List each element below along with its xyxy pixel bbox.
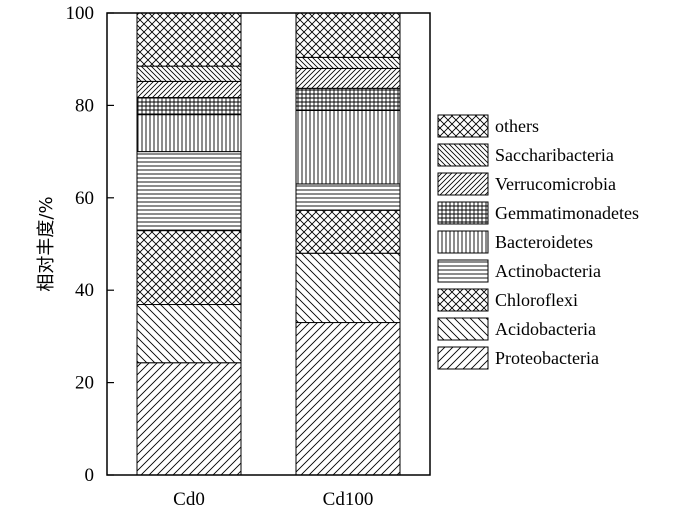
bar-segment-pattern-cd100-gemmatimonadetes xyxy=(295,87,401,111)
axes-layer: 0 20 40 60 80 100 Cd0 Cd100 xyxy=(66,3,374,510)
bar-segment-pattern-cd0-chloroflexi xyxy=(136,230,242,306)
bar-segment-pattern-cd0-others xyxy=(136,12,242,67)
bar-segment-pattern-cd0-acidobacteria xyxy=(136,304,242,364)
legend-swatch-saccharibacteria xyxy=(437,143,489,167)
legend-label-actinobacteria: Actinobacteria xyxy=(495,261,601,281)
bar-segment-pattern-cd0-proteobacteria xyxy=(136,362,242,476)
legend-label-saccharibacteria: Saccharibacteria xyxy=(495,145,614,165)
y-axis-label: 相对丰度/% xyxy=(36,196,57,291)
legend-label-acidobacteria: Acidobacteria xyxy=(495,319,596,339)
legend-swatch-others xyxy=(437,114,489,138)
bar-segment-pattern-cd100-saccharibacteria xyxy=(295,56,401,69)
legend-swatch-chloroflexi xyxy=(437,288,489,312)
legend-swatch-actinobacteria xyxy=(437,259,489,283)
bar-segment-pattern-cd100-acidobacteria xyxy=(295,252,401,324)
x-tick-label-cd0: Cd0 xyxy=(173,489,205,510)
legend-swatch-proteobacteria xyxy=(437,346,489,370)
legend-swatch-gemmatimonadetes xyxy=(437,201,489,225)
y-tick-label: 0 xyxy=(85,465,95,486)
legend-swatch-verrucomicrobia xyxy=(437,172,489,196)
legend-label-verrucomicrobia: Verrucomicrobia xyxy=(495,174,616,194)
bar-segment-pattern-cd100-verrucomicrobia xyxy=(295,67,401,89)
bar-segment-pattern-cd0-actinobacteria xyxy=(136,151,242,232)
legend-swatch-bacteroidetes xyxy=(437,230,489,254)
y-tick-label: 60 xyxy=(75,188,94,209)
bars-layer xyxy=(136,12,401,476)
legend-label-proteobacteria: Proteobacteria xyxy=(495,348,599,368)
bar-segment-pattern-cd100-others xyxy=(295,12,401,58)
y-tick-label: 100 xyxy=(66,3,95,24)
bar-segment-pattern-cd100-actinobacteria xyxy=(295,183,401,211)
legend: others Saccharibacteria Verrucomicrobia Gem… xyxy=(437,114,639,370)
bar-segment-pattern-cd0-verrucomicrobia xyxy=(136,80,242,99)
legend-label-bacteroidetes: Bacteroidetes xyxy=(495,232,593,252)
bar-segment-pattern-cd100-bacteroidetes xyxy=(295,109,401,185)
bar-segment-pattern-cd0-saccharibacteria xyxy=(136,65,242,82)
y-tick-label: 40 xyxy=(75,280,94,301)
plot-frame xyxy=(106,12,431,476)
x-tick-label-cd100: Cd100 xyxy=(323,489,374,510)
legend-swatch-acidobacteria xyxy=(437,317,489,341)
bar-segment-pattern-cd0-gemmatimonadetes xyxy=(136,97,242,116)
legend-label-gemmatimonadetes: Gemmatimonadetes xyxy=(495,203,639,223)
y-tick-label: 80 xyxy=(75,95,94,116)
bar-segment-pattern-cd100-chloroflexi xyxy=(295,209,401,254)
legend-label-others: others xyxy=(495,116,539,136)
bar-segment-pattern-cd100-proteobacteria xyxy=(295,322,401,476)
legend-label-chloroflexi: Chloroflexi xyxy=(495,290,578,310)
bar-segment-pattern-cd0-bacteroidetes xyxy=(136,114,242,153)
y-tick-label: 20 xyxy=(75,373,94,394)
